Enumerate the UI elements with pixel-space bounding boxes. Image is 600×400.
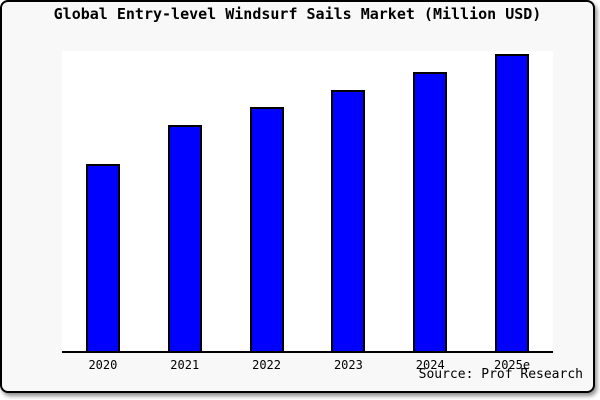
x-tick-label-2024: 2024: [415, 358, 445, 372]
plot-area: [62, 51, 553, 353]
bar-slot-2020: [62, 51, 144, 351]
x-axis-labels: 2020 2021 2022 2023 2024 2025e: [62, 358, 553, 372]
chart-title: Global Entry-level Windsurf Sails Market…: [53, 5, 542, 23]
bar-2020: [85, 163, 120, 351]
bar-slot-2025e: [471, 51, 553, 351]
bar-2023: [331, 89, 366, 351]
bar-2025e: [495, 53, 530, 351]
x-tick-label-2025e: 2025e: [493, 358, 531, 372]
bar-2024: [413, 71, 448, 351]
bars-container: [62, 51, 553, 351]
bar-2022: [249, 107, 284, 351]
source-note: Source: Prof Research: [418, 367, 583, 382]
x-tick-label-2021: 2021: [170, 358, 200, 372]
x-tick-label-2023: 2023: [333, 358, 363, 372]
x-tick-label-2022: 2022: [252, 358, 282, 372]
bar-slot-2021: [144, 51, 226, 351]
chart-card: Global Entry-level Windsurf Sails Market…: [0, 0, 595, 393]
x-tick-label-2020: 2020: [88, 358, 118, 372]
bar-slot-2024: [389, 51, 471, 351]
bar-slot-2022: [226, 51, 308, 351]
bar-2021: [167, 125, 202, 351]
bar-slot-2023: [307, 51, 389, 351]
